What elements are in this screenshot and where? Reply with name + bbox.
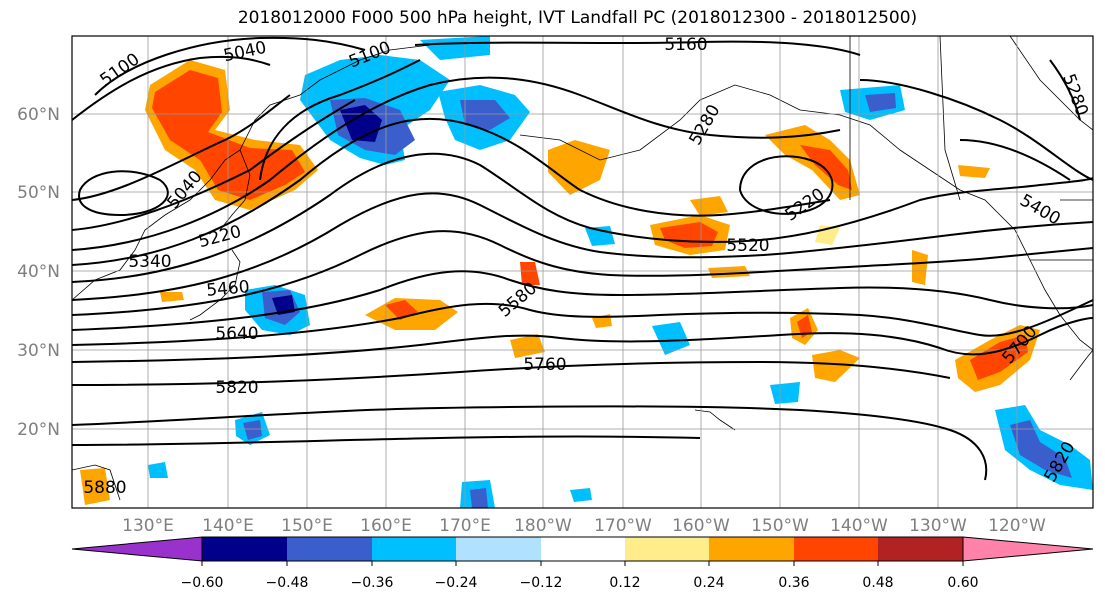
lat-label: 60°N: [17, 105, 60, 125]
lat-label: 30°N: [17, 341, 60, 361]
lon-label: 160°E: [360, 516, 412, 536]
contour-label: 5640: [215, 324, 258, 344]
lat-label: 20°N: [17, 420, 60, 440]
contour-label: 5760: [523, 355, 566, 375]
colorbar-tick-label: −0.24: [435, 575, 478, 591]
colorbar-min-arrow: [71, 536, 203, 562]
colorbar-bin: [709, 537, 794, 561]
colorbar-bin: [202, 537, 287, 561]
colorbar-bin: [625, 537, 709, 561]
contour-label: 5400: [1016, 191, 1063, 230]
colorbar-tick-label: 0.24: [693, 575, 724, 591]
colorbar-tick-label: −0.60: [181, 575, 224, 591]
lon-label: 130°E: [122, 516, 174, 536]
lon-label: 140°W: [830, 516, 888, 536]
colorbar-tick-label: 0.12: [609, 575, 640, 591]
colorbar-bin: [287, 537, 372, 561]
map-frame: [71, 35, 1094, 509]
colorbar-max-arrow: [962, 536, 1094, 562]
contour-label: 5880: [83, 478, 126, 498]
height-contours: [72, 36, 1093, 481]
colorbar-tick-label: −0.12: [520, 575, 563, 591]
lon-label: 140°E: [202, 516, 254, 536]
colorbar-bin: [878, 537, 963, 561]
lon-label: 130°W: [909, 516, 967, 536]
lon-label: 160°W: [672, 516, 730, 536]
colorbar-bin: [541, 537, 625, 561]
contour-label: 5280: [1058, 71, 1092, 118]
colorbar-tick-label: 0.48: [862, 575, 893, 591]
colorbar-bin: [456, 537, 541, 561]
colorbar-outline: [201, 536, 964, 562]
colorbar: [71, 536, 1094, 562]
contour-label: 5100: [97, 49, 144, 90]
lon-label: 150°W: [751, 516, 809, 536]
colorbar-tick-label: −0.48: [266, 575, 309, 591]
lat-label: 40°N: [17, 262, 60, 282]
lon-label: 170°E: [439, 516, 491, 536]
contour-label: 5520: [726, 236, 769, 256]
colorbar-tick-labels: −0.60 −0.48 −0.36 −0.24 −0.12 0.12 0.24 0.36 0.4…: [181, 561, 979, 591]
contour-label: 5340: [128, 252, 171, 272]
map-title: 2018012000 F000 500 hPa height, IVT Land…: [237, 8, 918, 28]
lon-label: 170°W: [594, 516, 652, 536]
colorbar-tick-label: 0.60: [947, 575, 978, 591]
lon-label: 120°W: [988, 516, 1046, 536]
colorbar-bin: [372, 537, 456, 561]
lon-label: 180°W: [514, 516, 572, 536]
colorbar-tick-label: −0.36: [351, 575, 394, 591]
latitude-labels: 60°N 50°N 40°N 30°N 20°N: [17, 105, 60, 440]
contour-label: 5160: [664, 35, 707, 55]
contour-label: 5220: [782, 184, 829, 225]
lat-label: 50°N: [17, 183, 60, 203]
lon-label: 150°E: [281, 516, 333, 536]
graticule: [72, 36, 1093, 508]
contour-label: 5820: [215, 378, 258, 398]
colorbar-tick-label: 0.36: [778, 575, 809, 591]
contour-label: 5460: [206, 277, 251, 301]
ivt-negative-shading: [148, 36, 1093, 508]
contour-labels: 5100 5040 5100 5160528052805040522053405460…: [83, 35, 1092, 498]
colorbar-bin: [794, 537, 878, 561]
longitude-labels: 130°E 140°E 150°E 160°E 170°E 180°W 170°W 160°W…: [122, 516, 1046, 536]
